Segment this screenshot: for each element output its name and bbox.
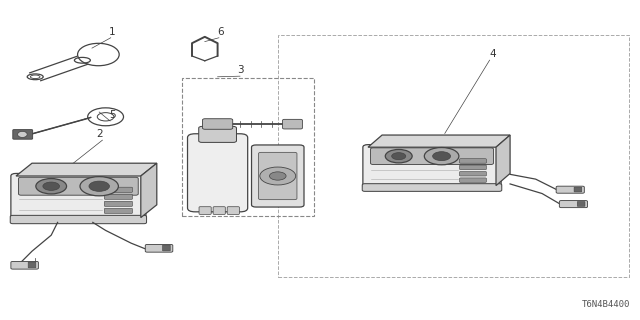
Text: 6: 6 <box>218 27 224 37</box>
Bar <box>182 78 314 216</box>
Polygon shape <box>368 135 510 147</box>
FancyBboxPatch shape <box>11 261 38 269</box>
FancyBboxPatch shape <box>11 173 146 220</box>
FancyBboxPatch shape <box>19 177 138 195</box>
Circle shape <box>433 152 451 161</box>
FancyBboxPatch shape <box>371 148 493 164</box>
FancyBboxPatch shape <box>10 215 147 224</box>
Ellipse shape <box>18 132 28 138</box>
FancyBboxPatch shape <box>362 184 502 191</box>
Circle shape <box>260 167 296 185</box>
FancyBboxPatch shape <box>104 194 132 199</box>
Text: T6N4B4400: T6N4B4400 <box>582 300 630 309</box>
Text: 5: 5 <box>109 110 115 120</box>
FancyBboxPatch shape <box>363 145 501 188</box>
FancyBboxPatch shape <box>188 134 248 212</box>
Text: 4: 4 <box>490 49 496 60</box>
FancyBboxPatch shape <box>199 207 211 214</box>
Circle shape <box>269 172 286 180</box>
Circle shape <box>385 149 412 163</box>
Circle shape <box>36 179 67 194</box>
FancyBboxPatch shape <box>104 201 132 206</box>
Text: 2: 2 <box>96 129 102 140</box>
FancyBboxPatch shape <box>460 178 486 182</box>
Bar <box>278 35 629 277</box>
FancyBboxPatch shape <box>13 130 33 139</box>
Polygon shape <box>141 163 157 218</box>
FancyBboxPatch shape <box>28 262 36 268</box>
FancyBboxPatch shape <box>252 145 304 207</box>
FancyBboxPatch shape <box>104 208 132 213</box>
FancyBboxPatch shape <box>259 152 297 200</box>
FancyBboxPatch shape <box>559 201 588 208</box>
FancyBboxPatch shape <box>198 126 237 142</box>
FancyBboxPatch shape <box>227 207 239 214</box>
FancyBboxPatch shape <box>104 187 132 192</box>
FancyBboxPatch shape <box>460 172 486 176</box>
Circle shape <box>80 177 118 196</box>
Polygon shape <box>496 135 510 186</box>
FancyBboxPatch shape <box>213 207 225 214</box>
Circle shape <box>392 153 406 160</box>
FancyBboxPatch shape <box>460 159 486 163</box>
FancyBboxPatch shape <box>577 202 585 206</box>
FancyBboxPatch shape <box>283 119 303 129</box>
FancyBboxPatch shape <box>574 187 582 192</box>
Circle shape <box>424 148 459 165</box>
Text: 1: 1 <box>109 27 115 37</box>
Circle shape <box>43 182 60 190</box>
FancyBboxPatch shape <box>460 165 486 170</box>
FancyBboxPatch shape <box>145 244 173 252</box>
Circle shape <box>89 181 109 191</box>
Polygon shape <box>16 163 157 176</box>
FancyBboxPatch shape <box>556 186 584 193</box>
FancyBboxPatch shape <box>163 245 170 251</box>
FancyBboxPatch shape <box>202 119 233 129</box>
Text: 3: 3 <box>237 65 243 76</box>
